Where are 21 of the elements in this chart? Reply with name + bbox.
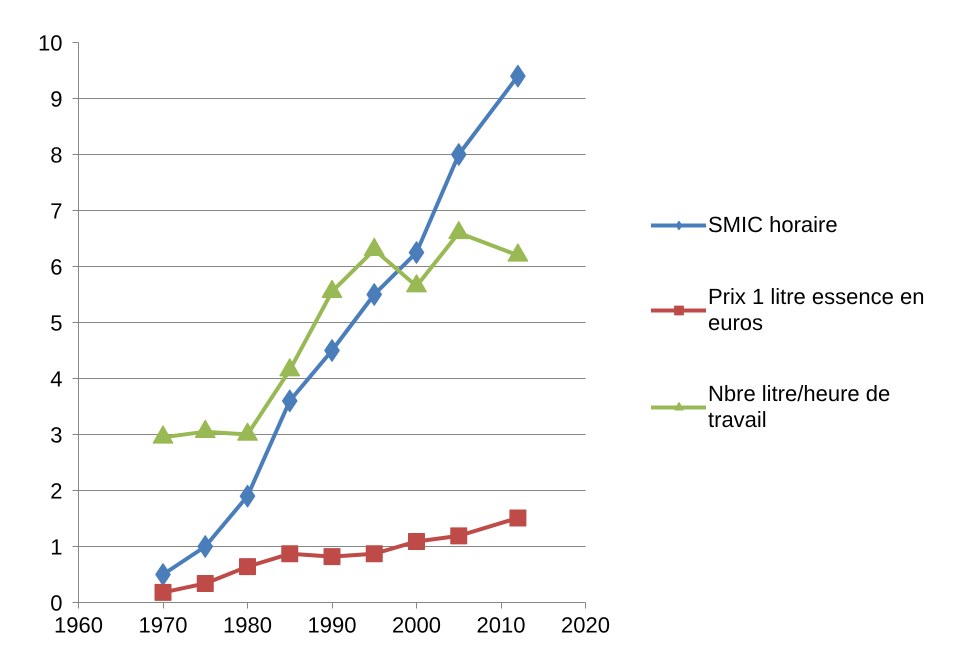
x-tick-label: 2000 — [392, 612, 441, 638]
y-tick-label: 1 — [50, 534, 63, 560]
y-tick-label: 9 — [50, 86, 63, 112]
y-tick-label: 0 — [50, 590, 63, 616]
x-tick-label: 1990 — [308, 612, 356, 638]
x-tick-label: 1980 — [223, 612, 272, 638]
legend-label: Prix 1 litre essence en euros — [708, 284, 924, 336]
y-tick-label: 2 — [50, 478, 63, 504]
y-tick-label: 3 — [50, 422, 63, 448]
x-tick-label: 2010 — [476, 612, 526, 638]
y-tick-label: 8 — [50, 142, 63, 168]
y-tick-label: 4 — [50, 366, 63, 392]
legend-label: Nbre litre/heure de travail — [708, 381, 890, 433]
x-tick-label: 1970 — [138, 612, 188, 638]
y-tick-label: 6 — [50, 254, 63, 280]
y-tick-label: 10 — [38, 30, 63, 56]
legend-label: SMIC horaire — [708, 211, 838, 239]
y-tick-label: 5 — [50, 310, 63, 336]
x-tick-label: 2020 — [561, 612, 610, 638]
y-tick-label: 7 — [50, 198, 63, 224]
x-tick-label: 1960 — [54, 612, 103, 638]
